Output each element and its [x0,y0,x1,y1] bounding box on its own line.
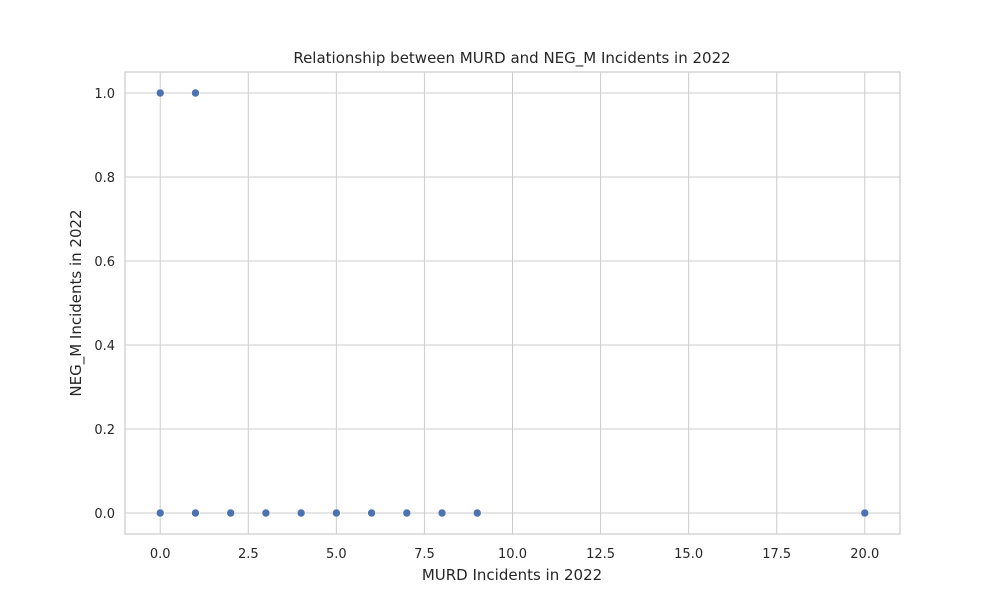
x-tick-labels: 0.0 2.5 5.0 7.5 10.0 12.5 15.0 17.5 20.0 [150,547,879,562]
y-tick-label: 0.6 [94,255,115,270]
x-tick-label: 7.5 [414,547,435,562]
x-tick-label: 10.0 [498,547,527,562]
data-point [472,508,482,518]
data-point [155,88,165,98]
y-tick-label: 0.8 [94,171,115,186]
data-point [226,508,235,518]
data-points [155,88,870,518]
chart-title: Relationship between MURD and NEG_M Inci… [293,49,730,68]
y-tick-labels: 0.0 0.2 0.4 0.6 0.8 1.0 [94,87,115,522]
x-tick-label: 17.5 [762,547,791,562]
x-tick-label: 5.0 [326,547,347,562]
data-point [296,508,306,518]
y-tick-label: 0.0 [94,507,115,522]
data-point [261,508,271,518]
y-tick-label: 1.0 [94,87,115,102]
x-tick-label: 2.5 [238,547,259,562]
x-axis-label: MURD Incidents in 2022 [422,566,602,584]
data-point [402,508,412,518]
grid [125,72,900,534]
data-point [191,88,200,98]
data-point [155,508,165,518]
x-tick-label: 12.5 [586,547,615,562]
data-point [191,508,200,518]
plot-frame [124,71,901,535]
data-point [332,508,341,518]
x-tick-label: 15.0 [674,547,703,562]
data-point [860,508,870,518]
data-point [437,508,447,518]
data-point [367,508,376,518]
y-tick-label: 0.4 [94,339,115,354]
y-axis-label: NEG_M Incidents in 2022 [67,209,86,396]
x-tick-label: 0.0 [150,547,171,562]
x-tick-label: 20.0 [850,547,879,562]
y-tick-label: 0.2 [94,423,115,438]
